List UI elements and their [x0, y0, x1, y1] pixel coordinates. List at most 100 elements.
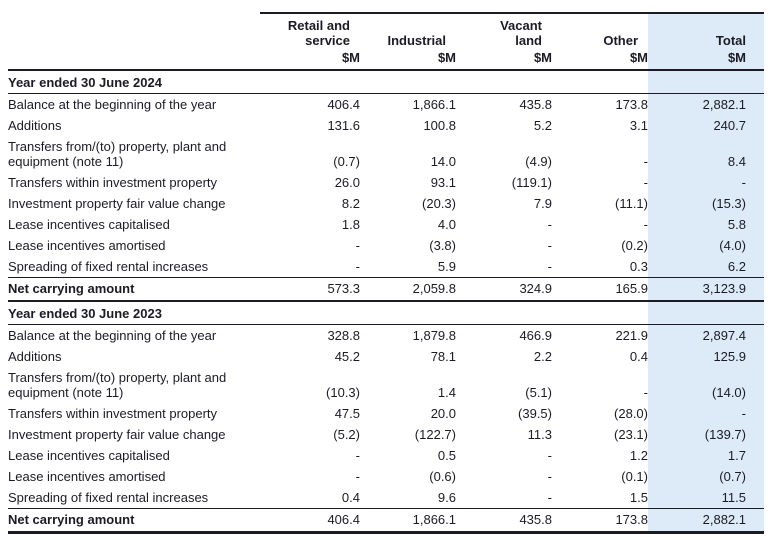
cell-value: 131.6 — [327, 118, 360, 133]
net-carrying-amount-value: 406.4 — [260, 508, 360, 534]
cell-value: - — [547, 259, 552, 274]
cell-value: 5.9 — [437, 259, 456, 274]
cell-value: - — [355, 238, 360, 253]
section-header-row: Year ended 30 June 2024 — [8, 70, 764, 94]
cell-value: 173.8 — [615, 97, 648, 112]
net-carrying-amount-value: 435.8 — [456, 508, 552, 534]
cell-value: 78.1 — [430, 349, 456, 364]
cell-value: (0.1) — [621, 469, 648, 484]
cell-value: 0.5 — [437, 448, 456, 463]
investment-property-movements-table: Retail and service Industrial Vacant land Oth… — [8, 12, 764, 534]
cell-value: (15.3) — [648, 193, 764, 214]
row-label: Transfers within investment property — [8, 175, 218, 190]
row-label: Balance at the beginning of the year — [8, 97, 217, 112]
column-header: Retail and service — [260, 12, 360, 49]
net-carrying-amount-value: 1,866.1 — [360, 508, 456, 534]
row-label: Lease incentives amortised — [8, 469, 166, 484]
table-row: Lease incentives amortised - (3.8) - (0.2) (4… — [8, 235, 764, 256]
cell-value: - — [643, 385, 648, 400]
header-spacer-cell — [8, 13, 260, 49]
column-header-row: Retail and service Industrial Vacant land Oth… — [8, 12, 764, 49]
column-header: Vacant land — [456, 12, 552, 49]
net-carrying-amount-label: Net carrying amount — [8, 277, 260, 302]
net-carrying-amount-value: 173.8 — [552, 508, 648, 534]
table-row: Spreading of fixed rental increases 0.4 9.… — [8, 487, 764, 509]
column-header-line: Total — [715, 33, 746, 48]
column-header-line: Industrial — [387, 33, 446, 48]
table-row: Balance at the beginning of the year 328.… — [8, 324, 764, 346]
row-label: Investment property fair value change — [8, 427, 226, 442]
unit-label: $M — [360, 49, 456, 71]
unit-row: $M $M $M $M $M — [8, 49, 764, 71]
cell-value: (0.2) — [621, 238, 648, 253]
cell-value: - — [648, 403, 764, 424]
cell-value: 11.5 — [648, 487, 764, 509]
net-carrying-amount-value: 165.9 — [552, 277, 648, 302]
cell-value: 5.2 — [533, 118, 552, 133]
table-row: Spreading of fixed rental increases - 5.9 -… — [8, 256, 764, 278]
cell-value: 9.6 — [437, 490, 456, 505]
cell-value: (28.0) — [614, 406, 648, 421]
cell-value: 47.5 — [334, 406, 360, 421]
cell-value: (139.7) — [648, 424, 764, 445]
column-header-line: Vacant — [500, 18, 542, 33]
table-row: Transfers within investment property 26.0… — [8, 172, 764, 193]
cell-value: 435.8 — [519, 97, 552, 112]
cell-value: 8.4 — [648, 136, 764, 172]
cell-value: 1,866.1 — [412, 97, 456, 112]
cell-value: 125.9 — [648, 346, 764, 367]
column-header-line: land — [515, 33, 542, 48]
row-label: Additions — [8, 349, 62, 364]
cell-value: (0.6) — [429, 469, 456, 484]
cell-value: - — [643, 154, 648, 169]
cell-value: (10.3) — [326, 385, 360, 400]
cell-value: 240.7 — [648, 115, 764, 136]
cell-value: 7.9 — [533, 196, 552, 211]
cell-value: 0.3 — [629, 259, 648, 274]
row-label: Lease incentives amortised — [8, 238, 166, 253]
unit-label: $M — [260, 49, 360, 71]
row-label: Additions — [8, 118, 62, 133]
table-row: Additions 45.2 78.1 2.2 0.4 125.9 — [8, 346, 764, 367]
cell-value: 1.5 — [629, 490, 648, 505]
cell-value: 8.2 — [341, 196, 360, 211]
cell-value: 11.3 — [527, 427, 552, 442]
column-header-line: Other — [603, 33, 638, 48]
table-row: Balance at the beginning of the year 406.… — [8, 93, 764, 115]
net-carrying-amount-value: 2,059.8 — [360, 277, 456, 302]
cell-value: (5.2) — [333, 427, 360, 442]
cell-value: (11.1) — [615, 196, 648, 211]
net-carrying-amount-row: Net carrying amount 573.3 2,059.8 324.9 165.… — [8, 277, 764, 302]
cell-value: 328.8 — [327, 328, 360, 343]
cell-value: 0.4 — [629, 349, 648, 364]
table-row: Investment property fair value change (5.… — [8, 424, 764, 445]
column-header: Industrial — [360, 12, 456, 49]
cell-value: - — [547, 217, 552, 232]
unit-label: $M — [456, 49, 552, 71]
cell-value: - — [643, 217, 648, 232]
table-body: Year ended 30 June 2024 Balance at the be… — [8, 70, 764, 534]
row-label: Transfers from/(to) property, plant and … — [8, 370, 227, 400]
cell-value: 45.2 — [334, 349, 360, 364]
cell-value: - — [547, 238, 552, 253]
table-header: Retail and service Industrial Vacant land Oth… — [8, 12, 764, 71]
row-label: Transfers within investment property — [8, 406, 218, 421]
cell-value: 466.9 — [519, 328, 552, 343]
cell-value: (119.1) — [511, 175, 552, 190]
cell-value: 6.2 — [648, 256, 764, 278]
unit-label: $M — [552, 49, 648, 71]
table-row: Additions 131.6 100.8 5.2 3.1 240.7 — [8, 115, 764, 136]
cell-value: 3.1 — [629, 118, 648, 133]
cell-value: (0.7) — [333, 154, 360, 169]
cell-value: - — [643, 175, 648, 190]
cell-value: (39.5) — [518, 406, 552, 421]
row-label: Spreading of fixed rental increases — [8, 259, 209, 274]
cell-value: 1.4 — [437, 385, 456, 400]
section-header-row: Year ended 30 June 2023 — [8, 301, 764, 325]
cell-value: 221.9 — [615, 328, 648, 343]
cell-value: (0.7) — [648, 466, 764, 487]
cell-value: 1.7 — [648, 445, 764, 466]
cell-value: - — [547, 448, 552, 463]
section-header-total-cell — [648, 301, 764, 325]
